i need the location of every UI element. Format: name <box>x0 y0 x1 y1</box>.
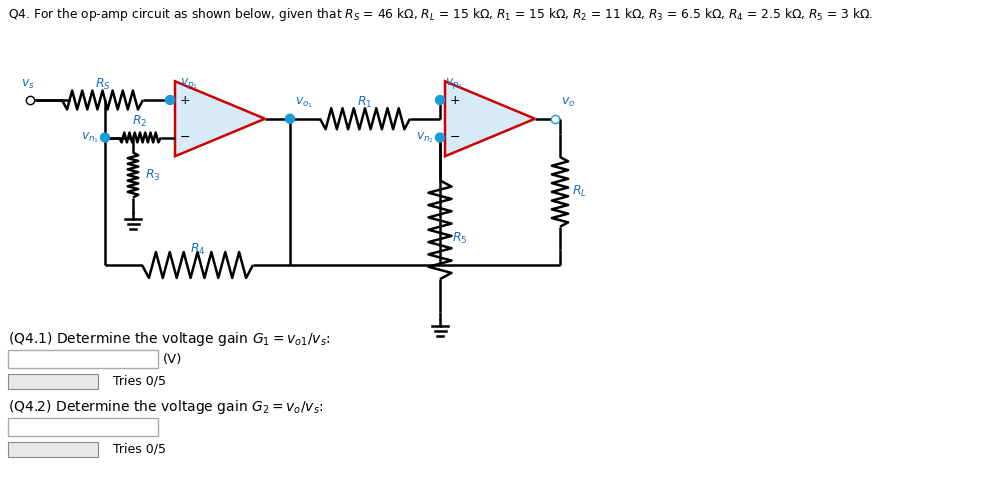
Circle shape <box>285 114 294 123</box>
FancyBboxPatch shape <box>8 418 158 436</box>
Text: +: + <box>180 93 190 106</box>
Text: $R_3$: $R_3$ <box>145 167 161 182</box>
Text: Tries 0/5: Tries 0/5 <box>113 442 166 455</box>
FancyBboxPatch shape <box>8 350 158 368</box>
FancyBboxPatch shape <box>8 374 98 389</box>
Polygon shape <box>445 81 535 156</box>
Text: $v_{o_1}$: $v_{o_1}$ <box>295 95 313 110</box>
Text: Submit Answer: Submit Answer <box>8 375 97 388</box>
Text: −: − <box>449 131 460 144</box>
Text: +: + <box>449 93 460 106</box>
Text: (Q4.2) Determine the voltage gain $G_2=v_o/v_s$:: (Q4.2) Determine the voltage gain $G_2=v… <box>8 398 324 416</box>
Text: Tries 0/5: Tries 0/5 <box>113 375 166 388</box>
Circle shape <box>435 95 444 104</box>
Text: $R_2$: $R_2$ <box>132 114 148 129</box>
Text: (V): (V) <box>163 352 182 365</box>
Text: −: − <box>180 131 190 144</box>
Text: $R_S$: $R_S$ <box>94 77 110 91</box>
Text: $v_{n_1}$: $v_{n_1}$ <box>81 130 99 145</box>
Text: $R_4$: $R_4$ <box>190 242 206 256</box>
Text: $v_{p_1}$: $v_{p_1}$ <box>180 77 198 91</box>
Circle shape <box>435 133 444 142</box>
Text: $R_5$: $R_5$ <box>452 231 467 247</box>
Polygon shape <box>175 81 265 156</box>
Text: $R_1$: $R_1$ <box>357 95 373 110</box>
Circle shape <box>165 95 175 104</box>
Text: $R_L$: $R_L$ <box>572 184 587 199</box>
Text: $v_o$: $v_o$ <box>561 96 576 109</box>
Text: $v_{p_2}$: $v_{p_2}$ <box>445 77 463 91</box>
Text: $v_s$: $v_s$ <box>21 78 35 90</box>
FancyBboxPatch shape <box>8 442 98 457</box>
Text: Q4. For the op-amp circuit as shown below, given that $R_S$ = 46 k$\Omega$, $R_L: Q4. For the op-amp circuit as shown belo… <box>8 6 874 23</box>
Text: Submit Answer: Submit Answer <box>8 442 97 455</box>
Text: (Q4.1) Determine the voltage gain $G_1=v_{o1}/v_s$:: (Q4.1) Determine the voltage gain $G_1=v… <box>8 330 330 348</box>
Text: $v_{n_2}$: $v_{n_2}$ <box>415 130 434 145</box>
Circle shape <box>100 133 109 142</box>
